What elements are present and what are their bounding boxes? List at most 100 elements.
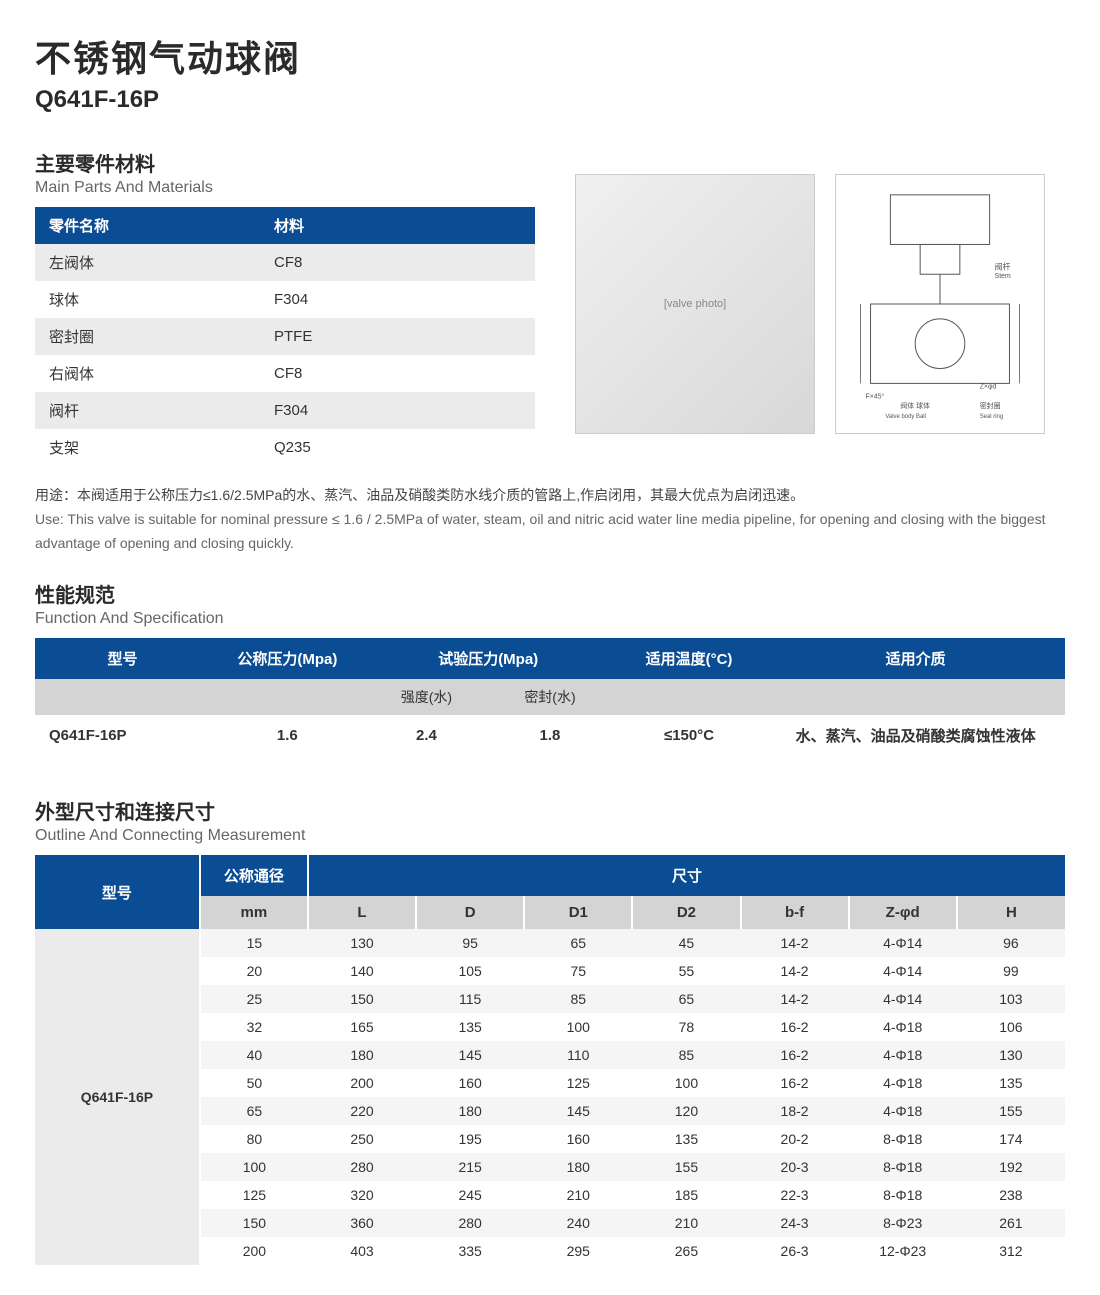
dims-cell: 180	[524, 1153, 632, 1181]
dims-cell: 4-Φ14	[849, 957, 957, 985]
dims-h-model: 型号	[35, 855, 200, 929]
dims-cell: 120	[632, 1097, 740, 1125]
dims-cell: 360	[308, 1209, 416, 1237]
dims-cell: 15	[200, 929, 308, 957]
dims-cell: 16-2	[741, 1041, 849, 1069]
dims-cell: 14-2	[741, 985, 849, 1013]
dims-cell: 40	[200, 1041, 308, 1069]
dims-cell: 4-Φ14	[849, 929, 957, 957]
dims-cell: 12-Φ23	[849, 1237, 957, 1265]
dims-row: Q641F-16P1513095654514-24-Φ1496	[35, 929, 1065, 957]
dims-cell: 99	[957, 957, 1065, 985]
dims-cell: 220	[308, 1097, 416, 1125]
spec-nominal: 1.6	[210, 715, 365, 756]
dims-heading-en: Outline And Connecting Measurement	[35, 827, 1065, 845]
spec-media: 水、蒸汽、油品及硝酸类腐蚀性液体	[766, 715, 1065, 756]
parts-cell-name: 支架	[35, 429, 260, 466]
spec-sub-strength: 强度(水)	[365, 679, 489, 715]
spec-section: 性能规范 Function And Specification 型号 公称压力(…	[35, 579, 1065, 756]
dims-sub-col: L	[308, 896, 416, 929]
parts-cell-material: F304	[260, 281, 535, 318]
parts-row: 左阀体CF8	[35, 244, 535, 281]
svg-text:Seal ring: Seal ring	[980, 414, 1003, 420]
dims-cell: 130	[957, 1041, 1065, 1069]
dims-sub-col: b-f	[741, 896, 849, 929]
dims-cell: 115	[416, 985, 524, 1013]
spec-seal: 1.8	[488, 715, 612, 756]
dims-sub-col: mm	[200, 896, 308, 929]
spec-h-media: 适用介质	[766, 638, 1065, 679]
dims-cell: 32	[200, 1013, 308, 1041]
dims-cell: 135	[416, 1013, 524, 1041]
dims-cell: 265	[632, 1237, 740, 1265]
parts-cell-name: 球体	[35, 281, 260, 318]
dims-cell: 4-Φ18	[849, 1041, 957, 1069]
parts-section: 主要零件材料 Main Parts And Materials 零件名称 材料 …	[35, 142, 535, 466]
dims-section: 外型尺寸和连接尺寸 Outline And Connecting Measure…	[35, 796, 1065, 1265]
parts-col-name: 零件名称	[35, 207, 260, 244]
parts-row: 阀杆F304	[35, 392, 535, 429]
parts-row: 支架Q235	[35, 429, 535, 466]
dims-cell: 65	[200, 1097, 308, 1125]
dims-sub-col: D1	[524, 896, 632, 929]
spec-heading-en: Function And Specification	[35, 610, 1065, 628]
parts-heading-cn: 主要零件材料	[35, 148, 535, 177]
usage-cn: 用途：本阀适用于公称压力≤1.6/2.5MPa的水、蒸汽、油品及硝酸类防水线介质…	[35, 484, 1065, 508]
dims-cell: 155	[957, 1097, 1065, 1125]
spec-temp: ≤150°C	[612, 715, 767, 756]
dims-cell: 95	[416, 929, 524, 957]
outline-diagram: 阀杆 Stem 阀体 球体 Valve body Ball 密封圈 Seal r…	[835, 174, 1045, 434]
dims-cell: 105	[416, 957, 524, 985]
dims-cell: 200	[200, 1237, 308, 1265]
dims-model-cell: Q641F-16P	[35, 929, 200, 1265]
dims-cell: 261	[957, 1209, 1065, 1237]
dims-heading-cn: 外型尺寸和连接尺寸	[35, 796, 1065, 825]
dims-cell: 20-2	[741, 1125, 849, 1153]
dims-cell: 75	[524, 957, 632, 985]
dims-cell: 65	[632, 985, 740, 1013]
dims-cell: 192	[957, 1153, 1065, 1181]
parts-cell-material: CF8	[260, 244, 535, 281]
spec-h-test: 试验压力(Mpa)	[365, 638, 612, 679]
dims-cell: 195	[416, 1125, 524, 1153]
spec-h-temp: 适用温度(°C)	[612, 638, 767, 679]
dims-cell: 403	[308, 1237, 416, 1265]
dims-cell: 312	[957, 1237, 1065, 1265]
svg-text:Z×φd: Z×φd	[980, 383, 997, 390]
dims-cell: 150	[308, 985, 416, 1013]
parts-cell-material: Q235	[260, 429, 535, 466]
parts-cell-material: CF8	[260, 355, 535, 392]
dims-cell: 100	[632, 1069, 740, 1097]
dims-cell: 8-Φ18	[849, 1181, 957, 1209]
dims-cell: 320	[308, 1181, 416, 1209]
dims-cell: 85	[524, 985, 632, 1013]
valve-photo: [valve photo]	[575, 174, 815, 434]
dims-cell: 280	[416, 1209, 524, 1237]
dims-cell: 180	[416, 1097, 524, 1125]
dims-cell: 160	[524, 1125, 632, 1153]
dims-sub-col: Z-φd	[849, 896, 957, 929]
dims-cell: 210	[632, 1209, 740, 1237]
dims-cell: 24-3	[741, 1209, 849, 1237]
parts-row: 右阀体CF8	[35, 355, 535, 392]
parts-cell-name: 右阀体	[35, 355, 260, 392]
spec-model: Q641F-16P	[35, 715, 210, 756]
dims-cell: 180	[308, 1041, 416, 1069]
dims-cell: 110	[524, 1041, 632, 1069]
dims-cell: 4-Φ18	[849, 1069, 957, 1097]
dims-cell: 135	[957, 1069, 1065, 1097]
dims-cell: 4-Φ18	[849, 1013, 957, 1041]
spec-strength: 2.4	[365, 715, 489, 756]
parts-cell-name: 左阀体	[35, 244, 260, 281]
usage-block: 用途：本阀适用于公称压力≤1.6/2.5MPa的水、蒸汽、油品及硝酸类防水线介质…	[35, 484, 1065, 555]
usage-en: Use: This valve is suitable for nominal …	[35, 508, 1065, 556]
dims-cell: 8-Φ18	[849, 1125, 957, 1153]
dims-cell: 210	[524, 1181, 632, 1209]
dims-cell: 4-Φ18	[849, 1097, 957, 1125]
parts-table: 零件名称 材料 左阀体CF8球体F304密封圈PTFE右阀体CF8阀杆F304支…	[35, 207, 535, 466]
dims-table: 型号 公称通径 尺寸 mmLDD1D2b-fZ-φdH Q641F-16P151…	[35, 855, 1065, 1265]
dims-cell: 100	[524, 1013, 632, 1041]
dims-cell: 295	[524, 1237, 632, 1265]
dims-cell: 22-3	[741, 1181, 849, 1209]
dims-cell: 150	[200, 1209, 308, 1237]
